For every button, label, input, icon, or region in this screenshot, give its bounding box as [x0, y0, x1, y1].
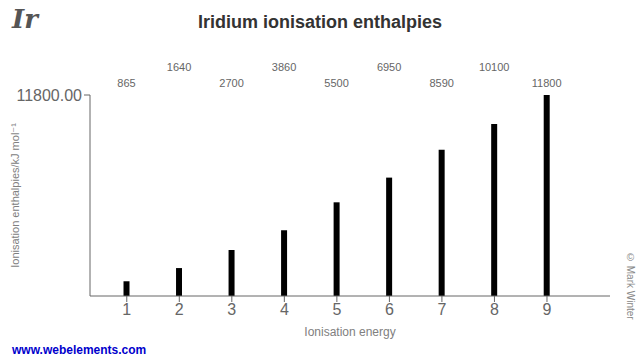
- svg-text:2: 2: [175, 301, 184, 318]
- svg-text:865: 865: [117, 77, 135, 89]
- svg-text:2700: 2700: [219, 77, 243, 89]
- svg-text:6950: 6950: [377, 61, 401, 73]
- svg-text:3860: 3860: [272, 61, 296, 73]
- svg-text:10100: 10100: [479, 61, 510, 73]
- svg-text:5500: 5500: [324, 77, 348, 89]
- svg-text:Ionisation energy: Ionisation energy: [304, 325, 395, 339]
- svg-text:11800: 11800: [532, 77, 562, 89]
- svg-text:6: 6: [385, 301, 394, 318]
- svg-text:1640: 1640: [167, 61, 191, 73]
- html-text:Ir: Ir: [12, 4, 38, 34]
- svg-text:Ionisation enthalpies/kJ mol⁻¹: Ionisation enthalpies/kJ mol⁻¹: [9, 123, 21, 268]
- svg-text:7: 7: [437, 301, 446, 318]
- svg-text:3: 3: [227, 301, 236, 318]
- svg-text:1: 1: [122, 301, 131, 318]
- html-text:Iridium ionisation enthalpies: Iridium ionisation enthalpies: [198, 12, 442, 32]
- html-text:© Mark Winter: © Mark Winter: [625, 252, 636, 320]
- svg-text:8: 8: [490, 301, 499, 318]
- svg-text:5: 5: [332, 301, 341, 318]
- svg-text:4: 4: [280, 301, 289, 318]
- svg-text:9: 9: [543, 301, 552, 318]
- svg-text:8590: 8590: [429, 77, 453, 89]
- html-text:www.webelements.com: www.webelements.com: [12, 343, 147, 357]
- svg-text:11800.00: 11800.00: [16, 87, 82, 104]
